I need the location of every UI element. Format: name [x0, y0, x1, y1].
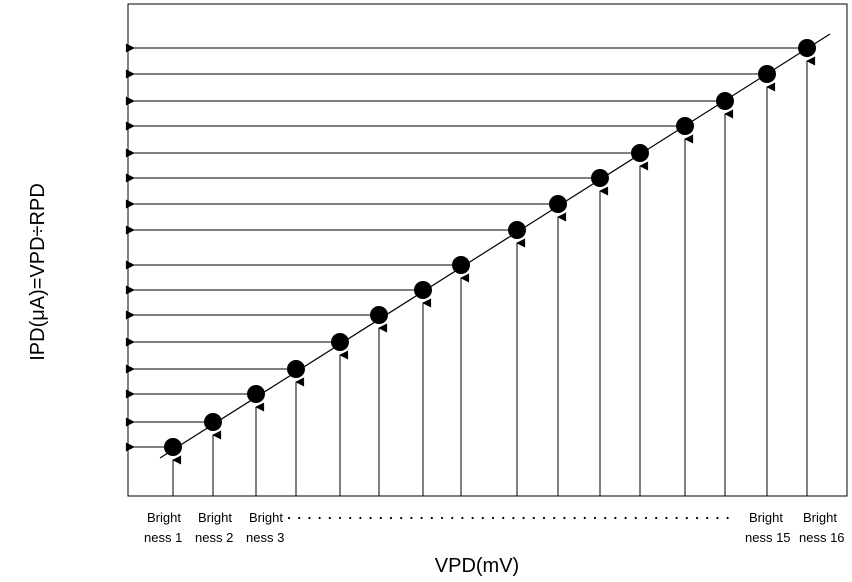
brightness-label-3-line1: Bright [249, 510, 283, 525]
ellipsis-dot [675, 516, 678, 520]
brightness-label-16-line1: Bright [803, 510, 837, 525]
ellipsis-dot [410, 516, 413, 520]
ellipsis-dot [430, 516, 433, 520]
ellipsis-dot [328, 516, 331, 520]
brightness-point-15 [758, 65, 776, 83]
ellipsis-dot [400, 516, 403, 520]
ellipsis-dot [706, 516, 709, 520]
ellipsis-dot [461, 516, 464, 520]
brightness-point-3 [247, 385, 265, 403]
brightness-point-1 [164, 438, 182, 456]
brightness-label-2-line1: Bright [198, 510, 232, 525]
brightness-label-15-line1: Bright [749, 510, 783, 525]
plot-frame [127, 3, 848, 497]
ellipsis-dot [563, 516, 566, 520]
ellipsis-dot [389, 516, 393, 520]
ellipsis-dot [440, 516, 444, 520]
ellipsis-dot [604, 516, 607, 520]
brightness-point-16 [798, 39, 816, 57]
brightness-label-3-line2: ness 3 [246, 530, 284, 545]
ellipsis-dot [369, 516, 372, 520]
brightness-point-13 [676, 117, 694, 135]
ellipsis-dot [338, 516, 342, 520]
brightness-label-16-line2: ness 16 [799, 530, 845, 545]
brightness-point-5 [331, 333, 349, 351]
ellipsis-dot [481, 516, 484, 520]
brightness-point-7 [414, 281, 432, 299]
ellipsis-dot [532, 516, 535, 520]
ellipsis-dot [593, 516, 597, 520]
brightness-label-15-line2: ness 15 [745, 530, 791, 545]
ellipsis-dot [491, 516, 495, 520]
ellipsis-dot [451, 516, 454, 520]
ellipsis-dot [614, 516, 617, 520]
ellipsis-dot [573, 516, 576, 520]
ellipsis-dot [644, 516, 648, 520]
ellipsis-dot [624, 516, 627, 520]
brightness-point-10 [549, 195, 567, 213]
ellipsis-dot [512, 516, 515, 520]
ellipsis-dot [502, 516, 505, 520]
ellipsis-dot [379, 516, 382, 520]
brightness-point-6 [370, 306, 388, 324]
ellipsis-dot [287, 516, 291, 520]
ellipsis-dot [298, 516, 301, 520]
ellipsis-dot [716, 516, 719, 520]
brightness-point-9 [508, 221, 526, 239]
ellipsis-dot [471, 516, 474, 520]
brightness-ellipsis [287, 516, 729, 520]
brightness-point-2 [204, 413, 222, 431]
brightness-point-8 [452, 256, 470, 274]
brightness-label-2-line2: ness 2 [195, 530, 233, 545]
ellipsis-dot [583, 516, 586, 520]
brightness-point-12 [631, 144, 649, 162]
ellipsis-dot [420, 516, 423, 520]
ellipsis-dot [726, 516, 729, 520]
brightness-label-1-line1: Bright [147, 510, 181, 525]
x-axis-title: VPD(mV) [435, 555, 519, 577]
y-axis-title: IPD(μA)=VPD÷RPD [27, 183, 49, 361]
brightness-point-4 [287, 360, 305, 378]
ellipsis-dot [634, 516, 637, 520]
ellipsis-dot [318, 516, 321, 520]
ellipsis-dot [685, 516, 688, 520]
ellipsis-dot [553, 516, 556, 520]
ellipsis-dot [695, 516, 699, 520]
ellipsis-dot [542, 516, 546, 520]
brightness-point-11 [591, 169, 609, 187]
brightness-label-1-line2: ness 1 [144, 530, 182, 545]
ellipsis-dot [522, 516, 525, 520]
ellipsis-dot [308, 516, 311, 520]
ellipsis-dot [359, 516, 362, 520]
ellipsis-dot [349, 516, 352, 520]
ellipsis-dot [665, 516, 668, 520]
ellipsis-dot [655, 516, 658, 520]
brightness-point-14 [716, 92, 734, 110]
